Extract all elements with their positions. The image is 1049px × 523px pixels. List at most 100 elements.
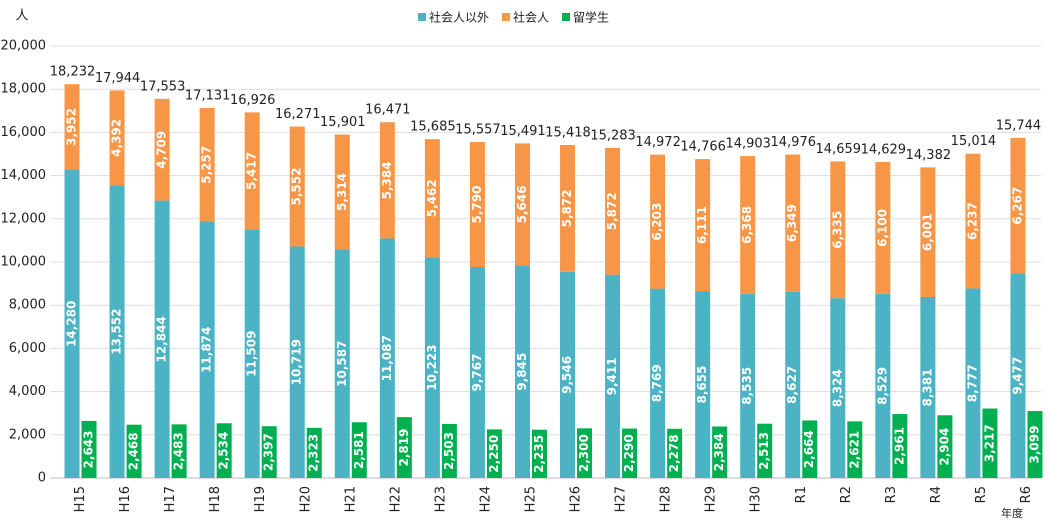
total-label: 16,471: [365, 103, 411, 118]
value-label: 8,777: [965, 364, 979, 402]
value-label: 2,961: [892, 427, 906, 465]
value-label: 2,513: [757, 432, 771, 470]
bar: [1010, 137, 1026, 274]
value-label: 14,280: [65, 301, 79, 347]
value-label: 5,790: [470, 186, 484, 224]
value-label: 9,845: [515, 353, 529, 391]
bar: [982, 408, 998, 478]
value-label: 8,769: [650, 364, 664, 402]
bar: [126, 424, 142, 478]
value-label: 9,546: [560, 356, 574, 394]
value-label: 5,462: [425, 179, 439, 217]
legend-label: 社会人以外: [429, 10, 489, 25]
bar: [577, 428, 593, 478]
total-label: 15,744: [996, 118, 1042, 133]
value-label: 2,278: [667, 434, 681, 472]
value-label: 10,223: [425, 344, 439, 390]
total-label: 14,766: [680, 140, 726, 155]
bar: [64, 169, 80, 478]
bar: [154, 98, 170, 201]
legend: 社会人以外 社会人 留学生: [418, 10, 609, 25]
value-label: 9,411: [605, 357, 619, 395]
value-label: 2,534: [217, 432, 231, 470]
value-label: 2,643: [82, 430, 96, 468]
bar: [740, 156, 756, 294]
total-label: 15,283: [590, 128, 636, 143]
value-label: 5,257: [200, 146, 214, 184]
bar: [379, 122, 395, 239]
bar: [334, 249, 350, 478]
bar: [605, 274, 621, 478]
value-label: 13,552: [110, 308, 124, 354]
bar: [441, 423, 457, 478]
bar: [379, 238, 395, 478]
bar: [712, 426, 728, 478]
legend-swatch: [502, 13, 511, 21]
x-tick-label: H16: [118, 486, 133, 512]
value-label: 12,844: [155, 316, 169, 362]
value-label: 9,477: [1010, 357, 1024, 395]
y-tick-label: 16,000: [1, 125, 47, 140]
bar: [81, 420, 97, 478]
y-tick-label: 18,000: [1, 82, 47, 97]
total-label: 17,131: [185, 88, 231, 103]
total-label: 17,553: [140, 79, 186, 94]
x-tick-label: H23: [433, 486, 448, 512]
bar: [785, 154, 801, 292]
bar: [216, 423, 232, 478]
y-unit: 人: [15, 9, 28, 24]
x-tick-label: H15: [73, 486, 88, 512]
value-label: 2,300: [577, 434, 591, 472]
value-label: 4,709: [155, 131, 169, 169]
bar: [802, 420, 818, 478]
value-label: 6,349: [785, 204, 799, 242]
x-tick-label: R5: [974, 486, 989, 503]
legend-swatch: [418, 13, 426, 21]
x-tick-label: H21: [343, 486, 358, 512]
x-tick-label: H20: [298, 486, 313, 512]
value-label: 5,384: [380, 161, 394, 199]
value-label: 6,267: [1010, 187, 1024, 225]
bar: [695, 159, 711, 292]
bar: [199, 221, 215, 478]
total-label: 15,418: [545, 125, 591, 140]
legend-swatch: [562, 13, 571, 21]
x-tick-label: R4: [929, 486, 944, 503]
bar: [622, 428, 638, 478]
total-label: 15,014: [951, 134, 997, 149]
value-label: 5,872: [560, 189, 574, 227]
bar: [785, 291, 801, 478]
bar: [351, 422, 367, 478]
bar: [154, 200, 170, 479]
bar: [965, 153, 981, 289]
value-label: 6,111: [695, 206, 709, 244]
bar: [965, 288, 981, 478]
y-tick-label: 8,000: [9, 298, 46, 313]
value-label: 2,290: [622, 434, 636, 472]
bar: [334, 134, 350, 250]
total-label: 14,972: [635, 135, 681, 150]
y-tick-label: 4,000: [9, 384, 46, 399]
bar: [560, 144, 576, 272]
total-label: 15,557: [455, 122, 501, 137]
x-tick-label: R6: [1019, 486, 1034, 503]
bar: [757, 423, 773, 478]
value-label: 3,099: [1027, 426, 1041, 464]
bar: [920, 296, 936, 478]
value-label: 2,503: [442, 432, 456, 470]
bar: [830, 161, 846, 299]
value-label: 3,217: [982, 424, 996, 462]
value-label: 5,552: [290, 168, 304, 206]
x-tick-label: H17: [163, 486, 178, 512]
value-label: 2,664: [802, 430, 816, 468]
bar: [830, 298, 846, 478]
value-label: 5,646: [515, 185, 529, 223]
total-label: 14,629: [861, 143, 907, 158]
x-tick-label: R1: [794, 486, 809, 503]
value-label: 8,655: [695, 366, 709, 404]
bar: [244, 112, 260, 230]
value-label: 6,203: [650, 203, 664, 241]
total-label: 14,903: [725, 137, 771, 152]
bar: [920, 167, 936, 297]
